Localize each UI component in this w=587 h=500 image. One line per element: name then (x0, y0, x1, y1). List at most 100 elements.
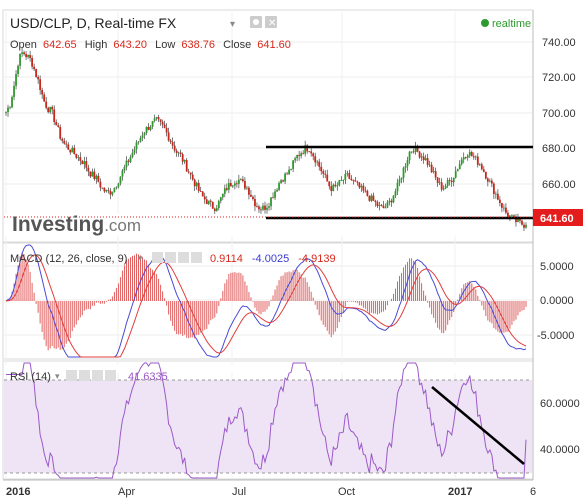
candle-up (49, 106, 52, 113)
candle-up (462, 157, 465, 160)
candle-down (515, 216, 517, 223)
candle-up (121, 170, 124, 177)
chart-title: USD/CLP, D, Real-time FX (10, 15, 177, 31)
candle-down (171, 142, 174, 146)
candle-down (320, 166, 323, 172)
candle-down (53, 109, 56, 123)
candle-up (458, 164, 461, 170)
candle-up (237, 179, 240, 184)
candle-down (358, 182, 361, 188)
candle-down (201, 191, 204, 197)
candle-down (65, 143, 68, 145)
high-label: High (85, 39, 108, 51)
dropdown-caret-icon[interactable]: ▾ (138, 253, 143, 263)
candle-up (278, 183, 280, 190)
candle-up (233, 183, 236, 186)
candle-up (71, 147, 74, 153)
rsi-panel-controls[interactable] (66, 370, 116, 381)
macd-panel-controls[interactable] (152, 252, 202, 263)
candle-up (133, 149, 136, 153)
candle-down (476, 156, 479, 165)
candle-down (324, 173, 327, 175)
candle-up (432, 171, 435, 173)
candle-down (209, 200, 212, 202)
candle-down (348, 173, 351, 179)
candle-up (141, 135, 144, 138)
settings-icon[interactable] (250, 16, 262, 28)
candle-up (113, 187, 116, 192)
macd-panel[interactable] (2, 242, 534, 360)
candle-down (272, 197, 274, 199)
candle-down (250, 194, 252, 197)
candle-up (392, 195, 395, 203)
candle-up (119, 176, 122, 184)
candle-down (211, 201, 214, 209)
candle-up (394, 191, 397, 196)
candle-up (466, 155, 469, 158)
candle-up (428, 164, 431, 166)
candle-down (496, 193, 499, 200)
candle-up (117, 183, 120, 187)
candle-down (366, 190, 369, 196)
candle-up (288, 169, 290, 175)
candle-up (95, 175, 98, 180)
dropdown-caret-icon[interactable]: ▾ (230, 19, 235, 30)
candle-down (244, 181, 246, 189)
candle-up (511, 215, 513, 217)
candle-down (314, 156, 317, 163)
candle-down (322, 171, 325, 174)
candle-up (17, 65, 19, 75)
close-label: Close (223, 39, 251, 51)
candle-up (135, 142, 138, 150)
open-value: 642.65 (43, 39, 77, 51)
candle-down (191, 174, 194, 180)
candle-down (380, 205, 383, 206)
candle-down (163, 124, 166, 128)
candle-up (408, 151, 411, 161)
candle-down (505, 207, 507, 213)
candle-up (280, 180, 282, 184)
candle-down (484, 171, 487, 179)
candle-down (430, 164, 433, 173)
candle-down (260, 209, 262, 211)
candle-down (362, 185, 365, 191)
dropdown-caret-icon[interactable]: ▾ (55, 371, 60, 381)
macd-title: MACD (12, 26, close, 9) (10, 253, 127, 265)
rsi-line (6, 362, 527, 479)
candle-down (368, 195, 371, 201)
candle-up (83, 161, 86, 165)
macd-tick-neg5: -5.0000 (537, 330, 574, 342)
low-value: 638.76 (181, 39, 215, 51)
candle-down (310, 151, 313, 154)
candle-down (67, 144, 70, 150)
last-price-badge (533, 209, 583, 226)
candle-down (382, 205, 385, 208)
candle-down (55, 122, 58, 126)
macd-value: 0.9114 (210, 253, 243, 265)
candle-down (334, 184, 337, 187)
candle-up (400, 177, 403, 180)
close-icon[interactable]: ✕ (265, 16, 277, 29)
candle-down (498, 199, 501, 204)
price-panel[interactable] (2, 9, 534, 243)
candle-down (364, 190, 367, 192)
candle-down (440, 182, 443, 190)
candle-down (189, 172, 192, 175)
candle-up (7, 107, 9, 113)
candle-down (306, 145, 309, 152)
candle-up (402, 167, 405, 178)
candle-down (356, 181, 359, 183)
candle-down (448, 180, 451, 181)
rsi-downtrend-line[interactable] (431, 386, 525, 465)
candle-up (378, 205, 381, 207)
candle-up (360, 185, 363, 188)
candle-up (442, 188, 445, 190)
candle-down (523, 224, 525, 228)
candle-up (129, 157, 132, 162)
candle-up (246, 187, 248, 189)
candle-up (19, 53, 21, 66)
candle-up (266, 207, 268, 210)
candle-up (452, 177, 455, 183)
candle-up (414, 146, 417, 152)
